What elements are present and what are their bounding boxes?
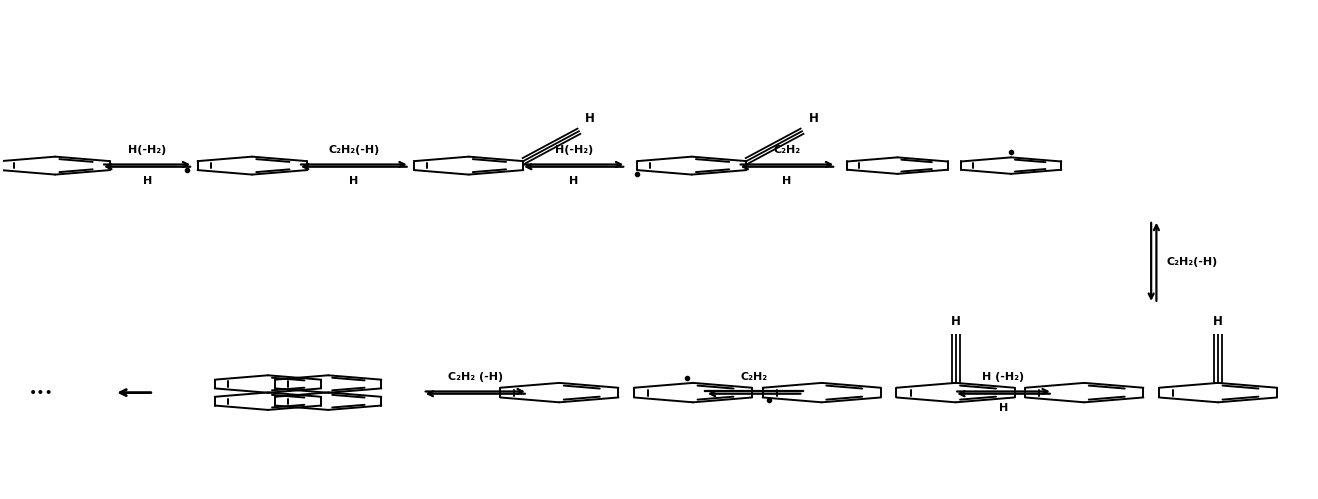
Text: H: H (142, 177, 152, 187)
Text: H: H (808, 112, 818, 125)
Text: H: H (569, 177, 579, 187)
Text: •••: ••• (29, 386, 54, 400)
Text: H: H (783, 177, 792, 187)
Text: H: H (1213, 314, 1223, 328)
Text: H: H (349, 177, 358, 187)
Text: C₂H₂: C₂H₂ (774, 145, 800, 155)
Text: H: H (999, 404, 1008, 414)
Text: H(-H₂): H(-H₂) (555, 145, 593, 155)
Text: C₂H₂(-H): C₂H₂(-H) (1166, 257, 1218, 267)
Text: C₂H₂ (-H): C₂H₂ (-H) (448, 372, 503, 382)
Text: H: H (950, 314, 961, 328)
Text: H: H (585, 112, 596, 125)
Text: H(-H₂): H(-H₂) (128, 145, 166, 155)
Text: H (-H₂): H (-H₂) (982, 372, 1024, 382)
Text: C₂H₂: C₂H₂ (741, 372, 767, 382)
Text: C₂H₂(-H): C₂H₂(-H) (328, 145, 380, 155)
